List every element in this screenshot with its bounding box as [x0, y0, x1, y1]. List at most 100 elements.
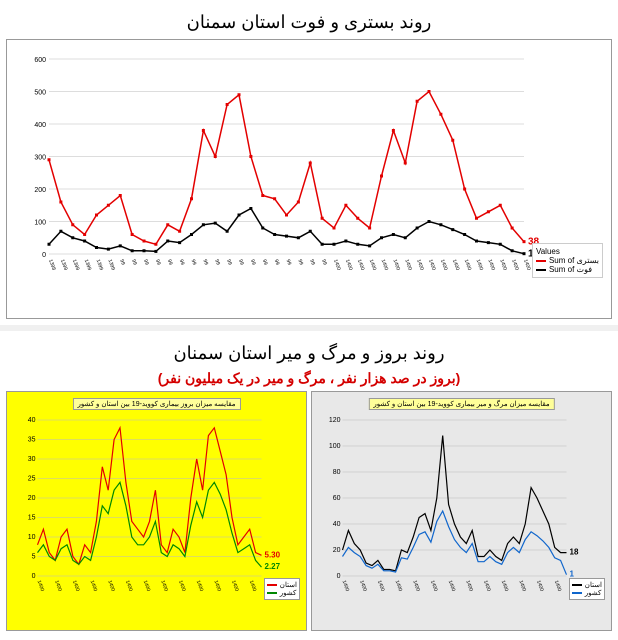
svg-text:200: 200 — [34, 187, 46, 194]
chart1-svg: 0100200300400500600139813991399139913991… — [11, 44, 607, 314]
svg-text:1400: 1400 — [498, 259, 508, 272]
svg-text:1400: 1400 — [195, 580, 205, 593]
svg-text:1400: 1400 — [429, 580, 439, 593]
svg-text:99: 99 — [261, 259, 269, 266]
svg-text:1400: 1400 — [486, 259, 496, 272]
svg-text:1400: 1400 — [475, 259, 485, 272]
svg-text:1400: 1400 — [159, 580, 169, 593]
chart2-legend: استان کشور — [264, 578, 300, 600]
svg-text:1400: 1400 — [522, 259, 532, 272]
svg-text:400: 400 — [34, 122, 46, 129]
chart3-box: مقایسه میزان مرگ و میر بیماری کووید-19 ب… — [311, 391, 612, 631]
svg-text:0: 0 — [42, 252, 46, 259]
svg-text:1400: 1400 — [553, 580, 563, 593]
legend-title: Values — [536, 247, 599, 256]
legend-swatch-red — [536, 260, 546, 262]
chart3-legend: استان کشور — [569, 578, 605, 600]
svg-text:99: 99 — [142, 259, 150, 266]
svg-text:1400: 1400 — [177, 580, 187, 593]
svg-text:1400: 1400 — [71, 580, 81, 593]
svg-text:1400: 1400 — [394, 580, 404, 593]
legend-label-0: Sum of بستری — [549, 256, 599, 265]
svg-text:1400: 1400 — [332, 259, 342, 272]
svg-text:1400: 1400 — [447, 580, 457, 593]
swatch — [267, 584, 277, 586]
svg-text:99: 99 — [308, 259, 316, 266]
svg-text:1400: 1400 — [391, 259, 401, 272]
chart2-box: مقایسه میزان بروز بیماری کووید-19 بین اس… — [6, 391, 307, 631]
svg-text:1400: 1400 — [368, 259, 378, 272]
swatch — [267, 592, 277, 594]
svg-text:100: 100 — [34, 220, 46, 227]
svg-text:25: 25 — [28, 476, 36, 483]
svg-text:1400: 1400 — [427, 259, 437, 272]
svg-text:1400: 1400 — [464, 580, 474, 593]
svg-text:1399: 1399 — [59, 259, 69, 272]
swatch — [572, 592, 582, 594]
svg-text:1400: 1400 — [356, 259, 366, 272]
svg-text:99: 99 — [237, 259, 245, 266]
svg-text:20: 20 — [333, 547, 341, 554]
svg-text:40: 40 — [333, 521, 341, 528]
chart1-box: 0100200300400500600139813991399139913991… — [6, 39, 612, 319]
bottom-section: روند بروز و مرگ و میر استان سمنان (بروز … — [0, 331, 618, 637]
svg-text:1400: 1400 — [106, 580, 116, 593]
svg-text:1399: 1399 — [95, 259, 105, 272]
svg-text:20: 20 — [28, 495, 36, 502]
svg-text:1400: 1400 — [36, 580, 46, 593]
svg-text:80: 80 — [333, 469, 341, 476]
svg-text:1399: 1399 — [83, 259, 93, 272]
legend-item-1: Sum of فوت — [536, 265, 599, 274]
svg-text:2.27: 2.27 — [265, 562, 281, 571]
svg-text:99: 99 — [178, 259, 186, 266]
top-section: روند بستری و فوت استان سمنان 01002003004… — [0, 0, 618, 325]
svg-text:99: 99 — [225, 259, 233, 266]
svg-text:1400: 1400 — [403, 259, 413, 272]
bottom-title: روند بروز و مرگ و میر استان سمنان — [6, 337, 612, 370]
lbl: کشور — [280, 589, 297, 597]
svg-text:1399: 1399 — [71, 259, 81, 272]
svg-text:1400: 1400 — [482, 580, 492, 593]
svg-text:1400: 1400 — [411, 580, 421, 593]
svg-text:1400: 1400 — [500, 580, 510, 593]
svg-text:99: 99 — [285, 259, 293, 266]
svg-text:99: 99 — [249, 259, 257, 266]
svg-text:1400: 1400 — [358, 580, 368, 593]
lbl: استان — [280, 581, 297, 589]
svg-text:99: 99 — [154, 259, 162, 266]
swatch — [572, 584, 582, 586]
svg-text:100: 100 — [329, 443, 341, 450]
svg-text:1399: 1399 — [106, 259, 116, 272]
svg-text:1400: 1400 — [517, 580, 527, 593]
svg-text:0: 0 — [32, 573, 36, 580]
svg-text:1400: 1400 — [380, 259, 390, 272]
svg-text:1400: 1400 — [510, 259, 520, 272]
svg-text:99: 99 — [201, 259, 209, 266]
svg-text:600: 600 — [34, 57, 46, 64]
svg-text:1400: 1400 — [53, 580, 63, 593]
svg-text:500: 500 — [34, 90, 46, 97]
svg-text:1398: 1398 — [47, 259, 57, 272]
svg-text:99: 99 — [130, 259, 138, 266]
svg-text:15: 15 — [28, 515, 36, 522]
svg-text:0: 0 — [337, 573, 341, 580]
chart3-svg: 0 20 40 60 80 100 120 1400 1400 1400 1400 1400 1400 1… — [316, 396, 607, 626]
svg-text:1400: 1400 — [124, 580, 134, 593]
svg-text:5: 5 — [32, 554, 36, 561]
svg-text:99: 99 — [273, 259, 281, 266]
svg-text:1400: 1400 — [341, 580, 351, 593]
chart-pair: مقایسه میزان بروز بیماری کووید-19 بین اس… — [6, 391, 612, 631]
lbl: کشور — [585, 589, 602, 597]
svg-text:99: 99 — [118, 259, 126, 266]
svg-text:120: 120 — [329, 417, 341, 424]
svg-text:1400: 1400 — [451, 259, 461, 272]
svg-text:35: 35 — [28, 437, 36, 444]
svg-text:40: 40 — [28, 417, 36, 424]
svg-text:60: 60 — [333, 495, 341, 502]
svg-text:1400: 1400 — [535, 580, 545, 593]
legend-swatch-black — [536, 269, 546, 271]
svg-text:30: 30 — [28, 456, 36, 463]
svg-text:10: 10 — [28, 534, 36, 541]
svg-text:99: 99 — [190, 259, 198, 266]
svg-text:18: 18 — [570, 548, 579, 557]
